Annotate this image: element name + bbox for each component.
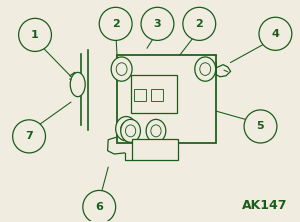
Text: 1: 1	[31, 30, 39, 40]
Text: AK147: AK147	[242, 200, 287, 212]
Ellipse shape	[244, 110, 277, 143]
Ellipse shape	[200, 63, 211, 75]
Ellipse shape	[121, 119, 140, 142]
Ellipse shape	[111, 57, 132, 81]
Text: 5: 5	[257, 121, 264, 131]
Ellipse shape	[141, 7, 174, 40]
Ellipse shape	[151, 125, 161, 137]
Text: 7: 7	[25, 131, 33, 141]
Bar	[151, 89, 163, 101]
Ellipse shape	[83, 190, 116, 222]
Ellipse shape	[195, 57, 216, 81]
Text: 3: 3	[154, 19, 161, 29]
Ellipse shape	[13, 120, 46, 153]
Ellipse shape	[259, 17, 292, 50]
Bar	[130, 75, 177, 113]
Ellipse shape	[116, 63, 127, 75]
Ellipse shape	[19, 18, 52, 52]
Ellipse shape	[99, 7, 132, 40]
Ellipse shape	[70, 72, 85, 97]
Bar	[134, 89, 146, 101]
Ellipse shape	[116, 117, 136, 141]
Text: 6: 6	[95, 202, 103, 212]
Text: 2: 2	[195, 19, 203, 29]
Ellipse shape	[125, 125, 136, 137]
Text: 4: 4	[272, 29, 279, 39]
Bar	[117, 55, 216, 143]
Ellipse shape	[183, 7, 216, 40]
Ellipse shape	[121, 122, 131, 135]
Text: 2: 2	[112, 19, 119, 29]
Bar	[132, 139, 178, 160]
Ellipse shape	[146, 119, 166, 142]
